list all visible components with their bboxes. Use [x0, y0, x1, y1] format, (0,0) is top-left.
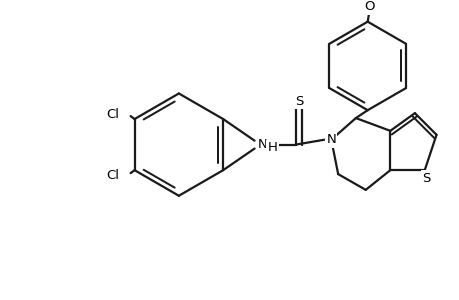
Text: Cl: Cl — [106, 108, 119, 121]
Text: S: S — [294, 95, 302, 108]
Text: N: N — [326, 133, 336, 146]
Text: H: H — [267, 141, 277, 154]
Text: N: N — [257, 138, 267, 151]
Text: Cl: Cl — [106, 169, 119, 182]
Text: O: O — [364, 0, 374, 14]
Text: S: S — [421, 172, 430, 184]
